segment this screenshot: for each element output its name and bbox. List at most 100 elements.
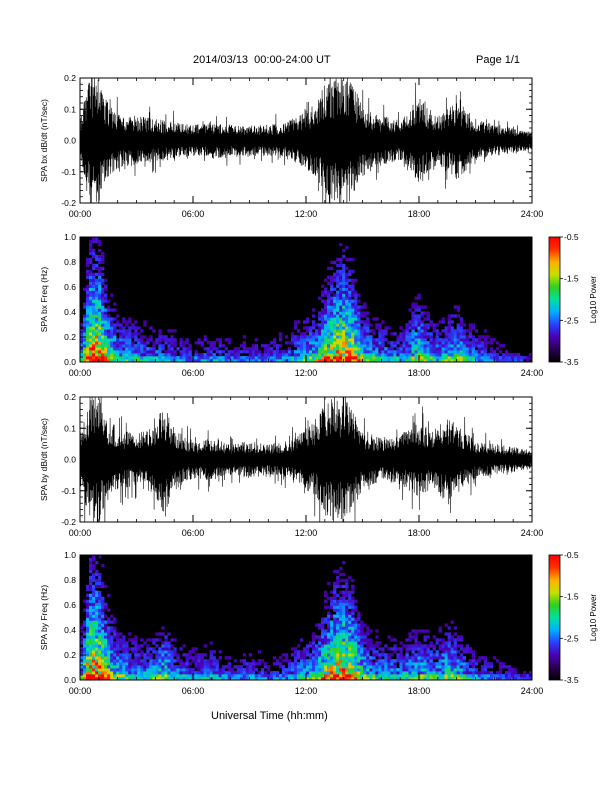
spectrogram-cell [263, 677, 268, 680]
spectrogram-cell [251, 350, 256, 354]
spectrogram-cell [342, 338, 346, 342]
spectrogram-cell [450, 650, 454, 654]
spectrogram-cell [348, 629, 352, 633]
spectrogram-cell [351, 644, 355, 648]
spectrogram-cell [336, 662, 340, 666]
spectrogram-cell [459, 635, 463, 639]
y-tick-label: -0.2 [61, 517, 76, 527]
spectrogram-cell [98, 602, 102, 606]
spectrogram-cell [309, 656, 313, 660]
spectrogram-cell [137, 350, 141, 354]
chart-bx-dbdt: 00:00 06:00 12:00 18:00 24:00-0.2-0.10.00.10… [39, 73, 543, 219]
spectrogram-cell [339, 287, 343, 291]
spectrogram-cell [435, 650, 439, 654]
spectrogram-cell [86, 584, 90, 589]
spectrogram-cell [345, 626, 349, 630]
spectrogram-cell [444, 632, 448, 636]
spectrogram-cell [119, 332, 123, 336]
spectrogram-cell [366, 662, 370, 666]
spectrogram-cell [86, 629, 90, 633]
spectrogram-cell [98, 599, 102, 603]
spectrogram-cell [86, 311, 90, 315]
spectrogram-cell [357, 317, 361, 321]
spectrogram-cell [86, 641, 90, 645]
spectrogram-cell [248, 653, 253, 657]
spectrogram-cell [230, 671, 234, 675]
spectrogram-cell [330, 329, 334, 333]
spectrogram-cell [426, 344, 430, 348]
spectrogram-cell [459, 326, 463, 330]
spectrogram-cell [92, 350, 96, 354]
spectrogram-cells [80, 237, 532, 362]
spectrogram-cell [390, 347, 394, 351]
spectrogram-cell [441, 647, 445, 651]
spectrogram-cell [408, 677, 412, 680]
spectrogram-cell [372, 674, 376, 678]
spectrogram-cell [137, 647, 141, 651]
spectrogram-cell [441, 350, 445, 354]
spectrogram-cell [101, 602, 105, 606]
spectrogram-cell [92, 254, 96, 259]
spectrogram-cell [161, 338, 165, 342]
spectrogram-cell [327, 338, 331, 342]
spectrogram-cell [131, 353, 135, 357]
spectrogram-cell [131, 356, 135, 360]
spectrogram-cell [336, 653, 340, 657]
spectrogram-cell [393, 341, 397, 345]
spectrogram-cell [450, 332, 454, 336]
spectrogram-cell [86, 611, 90, 615]
spectrogram-cell [327, 623, 331, 627]
spectrogram-cell [245, 665, 250, 669]
spectrogram-cell [206, 353, 210, 357]
spectrogram-cell [251, 665, 256, 669]
spectrogram-cell [366, 677, 370, 680]
spectrogram-cell [98, 611, 102, 615]
spectrogram-cell [230, 356, 234, 360]
spectrogram-cell [278, 344, 283, 348]
spectrogram-cell [86, 317, 90, 321]
spectrogram-cell [444, 332, 448, 336]
spectrogram-cell [489, 359, 494, 362]
spectrogram-cell [447, 641, 451, 645]
spectrogram-cell [459, 323, 463, 327]
spectrogram-cell [98, 596, 102, 600]
spectrogram-cell [209, 653, 213, 657]
spectrogram-cell [324, 350, 328, 354]
spectrogram-cell [155, 350, 159, 354]
spectrogram-cell [92, 272, 96, 276]
spectrogram-cell [143, 641, 147, 645]
spectrogram-cell [360, 326, 364, 330]
spectrogram-cell [101, 287, 105, 291]
spectrogram-cell [342, 596, 346, 600]
spectrogram-cell [330, 644, 334, 648]
spectrogram-cell [348, 272, 352, 276]
spectrogram-cell [471, 350, 476, 354]
spectrogram-cell [272, 356, 277, 360]
spectrogram-cell [98, 662, 102, 666]
spectrogram-cell [146, 341, 150, 345]
spectrogram-cell [486, 353, 491, 357]
spectrogram-cell [339, 659, 343, 663]
spectrogram-cell [215, 347, 219, 351]
spectrogram-cell [366, 674, 370, 678]
spectrogram-cell [272, 353, 277, 357]
spectrogram-cell [468, 329, 473, 333]
spectrogram-cell [342, 332, 346, 336]
spectrogram-cell [408, 332, 412, 336]
x-tick-label: 18:00 [408, 686, 431, 696]
spectrogram-cell [363, 344, 367, 348]
spectrogram-cell [161, 653, 165, 657]
spectrogram-cell [263, 665, 268, 669]
spectrogram-cell [393, 662, 397, 666]
spectrogram-cell [351, 602, 355, 606]
spectrogram-cell [345, 290, 349, 294]
spectrogram-cell [330, 317, 334, 321]
spectrogram-cell [354, 629, 358, 633]
spectrogram-cell [122, 329, 126, 333]
spectrogram-cell [182, 344, 186, 348]
spectrogram-cell [333, 617, 337, 621]
spectrogram-cell [86, 302, 90, 306]
spectrogram-cell [348, 665, 352, 669]
spectrogram-cell [390, 353, 394, 357]
spectrogram-cell [330, 659, 334, 663]
